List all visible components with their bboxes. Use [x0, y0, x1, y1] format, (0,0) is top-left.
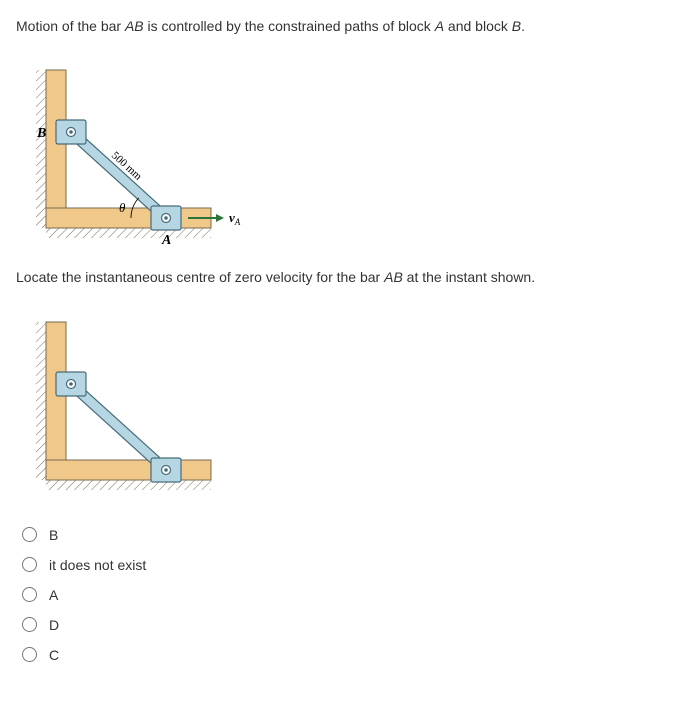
option-D[interactable]: D	[22, 617, 677, 633]
q1-blockA: A	[435, 18, 444, 34]
radio-C[interactable]	[22, 647, 37, 662]
question-line-2: Locate the instantaneous centre of zero …	[16, 267, 677, 287]
option-C-label: C	[49, 647, 59, 663]
svg-text:θ: θ	[119, 200, 126, 215]
q1-bar: AB	[125, 18, 144, 34]
option-A-label: A	[49, 587, 58, 603]
q1-mid2: and block	[444, 18, 512, 34]
answer-options: B it does not exist A D C	[16, 527, 677, 663]
option-A[interactable]: A	[22, 587, 677, 603]
q2-bar: AB	[384, 269, 403, 285]
option-B[interactable]: B	[22, 527, 677, 543]
option-B-label: B	[49, 527, 58, 543]
svg-text:B: B	[36, 126, 46, 141]
figure-1-svg: θ500 mmBAvA	[16, 50, 256, 250]
option-none[interactable]: it does not exist	[22, 557, 677, 573]
figure-1: θ500 mmBAvA	[16, 50, 677, 253]
radio-A[interactable]	[22, 587, 37, 602]
svg-text:vA: vA	[229, 210, 241, 227]
q2-pre: Locate the instantaneous centre of zero …	[16, 269, 384, 285]
option-C[interactable]: C	[22, 647, 677, 663]
q1-pre: Motion of the bar	[16, 18, 125, 34]
radio-D[interactable]	[22, 617, 37, 632]
q1-end: .	[521, 18, 525, 34]
option-none-label: it does not exist	[49, 557, 146, 573]
option-D-label: D	[49, 617, 59, 633]
figure-2-svg	[16, 302, 256, 502]
q2-end: at the instant shown.	[403, 269, 535, 285]
q1-mid: is controlled by the constrained paths o…	[144, 18, 435, 34]
figure-2	[16, 302, 677, 505]
question-line-1: Motion of the bar AB is controlled by th…	[16, 16, 677, 36]
radio-B[interactable]	[22, 527, 37, 542]
svg-text:A: A	[161, 233, 171, 248]
radio-none[interactable]	[22, 557, 37, 572]
q1-blockB: B	[512, 18, 521, 34]
